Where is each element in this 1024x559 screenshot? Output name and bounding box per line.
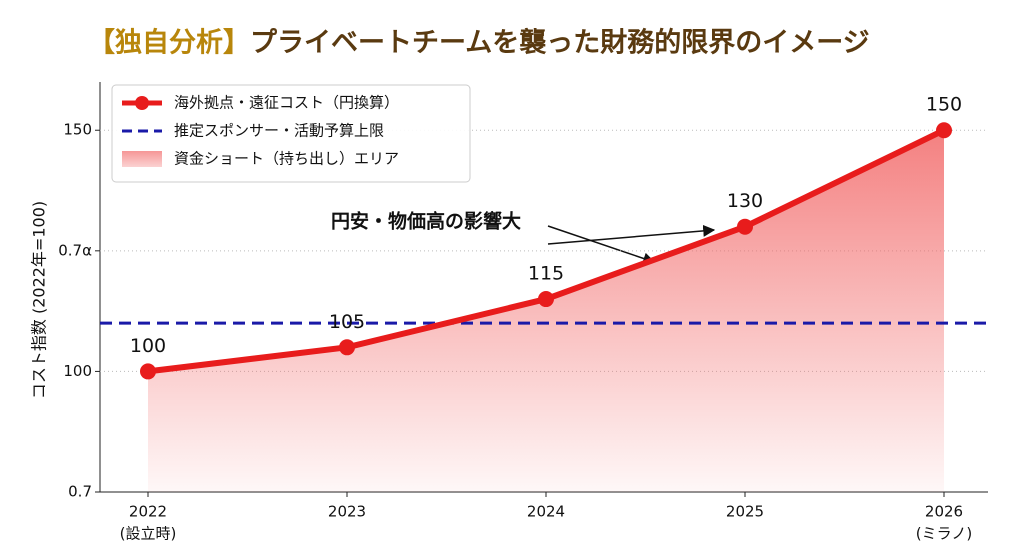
x-tick-label: 2026 [925,503,963,521]
data-label: 100 [130,335,166,357]
x-tick-note: (ミラノ) [916,525,972,543]
annotation-arrow [547,224,716,245]
y-tick-label: 150 [63,121,92,139]
annotation-arrow [547,225,656,265]
data-label: 115 [528,263,564,285]
title-tag: 【独自分析】 [88,27,250,59]
cost-point [140,363,156,380]
cost-point [339,339,355,356]
x-tick-note: (設立時) [120,525,177,543]
y-axis-label: コスト指数 (2022年=100) [30,201,49,399]
legend-swatch [122,151,162,167]
data-label: 105 [329,311,365,333]
x-tick-label: 2023 [328,503,366,521]
data-label: 130 [727,190,763,212]
legend-label: 資金ショート（持ち出し）エリア [174,150,399,168]
x-tick-label: 2022 [129,503,167,521]
chart-title: プライベートチームを襲った財務的限界のイメージ [250,27,870,59]
cost-point [737,218,753,235]
legend-swatch [135,96,149,110]
legend-label: 推定スポンサー・活動予算上限 [174,122,384,140]
data-label: 150 [926,94,962,116]
legend: 海外拠点・遠征コスト（円換算） 推定スポンサー・活動予算上限資金ショート（持ち出し… [111,84,471,183]
y-tick-label: 0.7 [68,483,92,501]
legend-label: 海外拠点・遠征コスト（円換算） [174,94,399,112]
cost-point [936,122,952,139]
shortfall-area [148,130,944,492]
y-tick-label: 0.7α [58,241,92,259]
legend-box [111,84,471,183]
y-tick-label: 100 [63,362,92,380]
cost-point [538,291,554,308]
x-tick-label: 2025 [726,503,764,521]
x-tick-label: 2024 [527,503,565,521]
annotation: 円安・物価高の影響大 [331,210,521,233]
